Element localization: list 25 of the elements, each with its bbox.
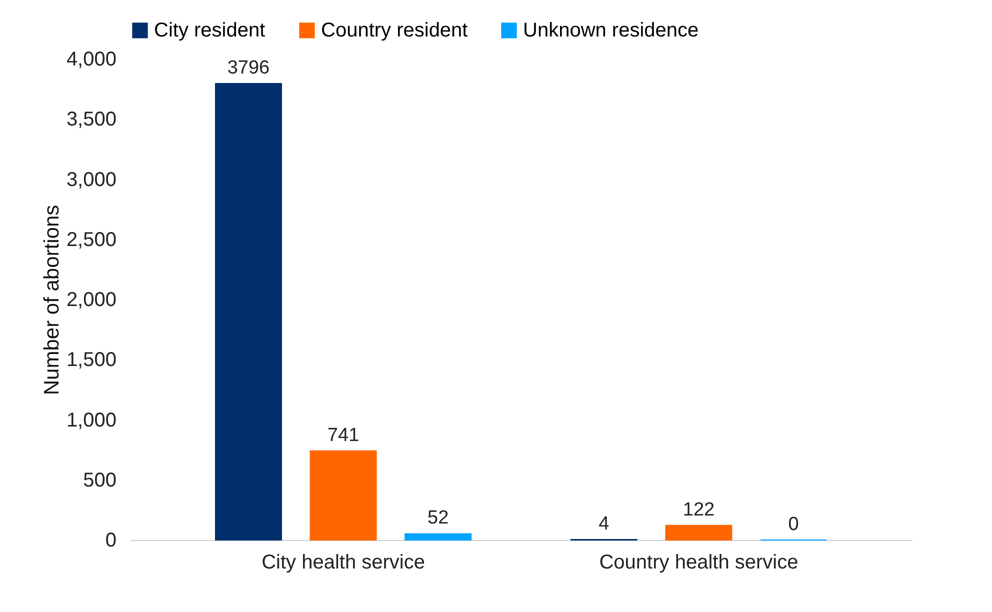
bar — [214, 83, 282, 540]
y-tick-label: 4,000 — [66, 48, 116, 70]
data-label: 52 — [427, 508, 449, 529]
bar — [665, 524, 732, 540]
legend-label: Unknown residence — [523, 19, 699, 42]
y-tick-label: 2,500 — [66, 228, 116, 251]
y-tick-label: 2,000 — [66, 289, 116, 311]
y-tick-label: 0 — [105, 530, 116, 552]
y-tick-label: 1,500 — [66, 349, 116, 372]
x-tick-label: City health service — [262, 552, 425, 574]
data-label: 4 — [598, 514, 610, 535]
data-label: 0 — [788, 514, 799, 535]
legend-label: City resident — [154, 19, 266, 42]
x-tick-label: Country health service — [599, 552, 798, 574]
bar — [404, 533, 472, 540]
y-tick-label: 3,000 — [66, 168, 116, 191]
y-tick-label: 1,000 — [66, 409, 116, 432]
y-tick-label: 500 — [83, 469, 116, 492]
bar — [310, 450, 377, 540]
data-label: 122 — [682, 499, 715, 520]
data-label: 741 — [327, 424, 360, 446]
y-axis-title: Number of abortions — [40, 204, 64, 396]
legend-label: Country resident — [321, 19, 468, 42]
y-tick-label: 3,500 — [66, 108, 116, 131]
data-label: 3796 — [227, 58, 270, 79]
